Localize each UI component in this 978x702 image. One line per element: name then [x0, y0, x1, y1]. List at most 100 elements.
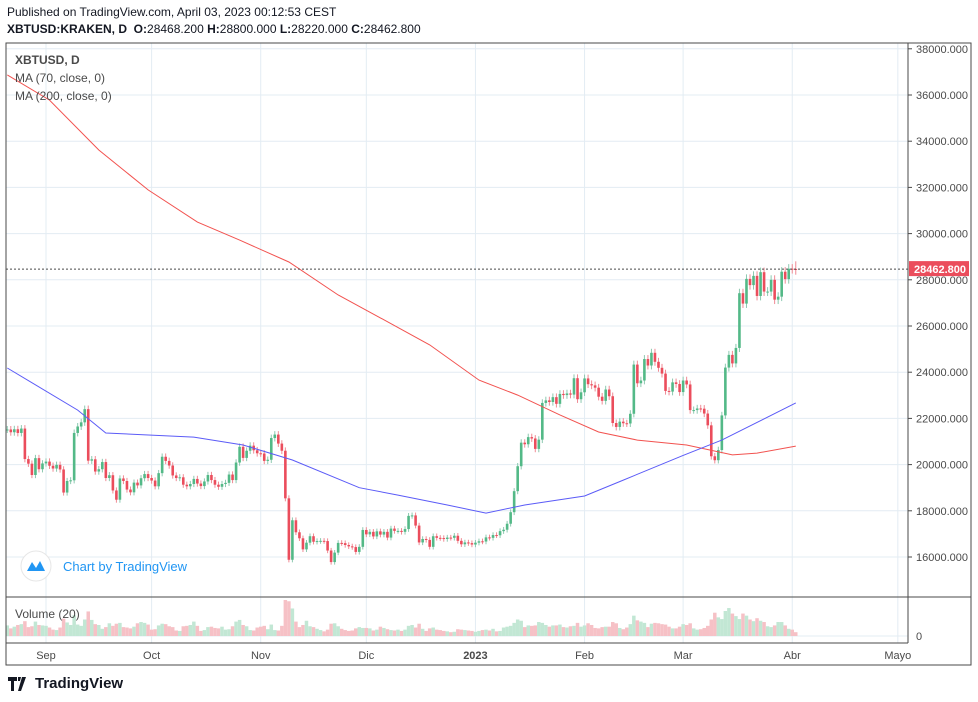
volume-bar [420, 628, 425, 636]
volume-bar [477, 630, 481, 636]
volume-bar [392, 630, 397, 636]
volume-bar [220, 626, 224, 636]
candle-body [333, 552, 336, 563]
volume-bar [632, 615, 636, 636]
volume-bar [466, 630, 471, 636]
tradingview-logo-icon [8, 676, 26, 691]
candle-body [23, 428, 27, 460]
candle-body [255, 450, 259, 454]
volume-bar [156, 625, 161, 636]
candle-body [44, 461, 48, 464]
candle-body [519, 442, 523, 467]
candle-body [579, 392, 583, 400]
volume-bar [512, 622, 516, 636]
volume-bar [660, 624, 664, 636]
volume-bar [241, 624, 245, 636]
volume-bar [720, 619, 724, 636]
candle-body [5, 429, 9, 431]
volume-bar [68, 624, 73, 636]
candle-body [104, 462, 108, 478]
volume-bar [375, 629, 379, 636]
close-label: C: [351, 22, 364, 36]
volume-bar [554, 625, 559, 636]
legend-volume[interactable]: Volume (20) [15, 607, 80, 621]
candle-body [702, 408, 706, 414]
candle-body [498, 531, 502, 536]
volume-bar [417, 623, 421, 636]
candle-body [389, 528, 393, 538]
volume-bar [519, 620, 523, 636]
volume-bar [579, 626, 583, 636]
candle-body [322, 540, 326, 542]
time-tick-label: Sep [36, 650, 56, 662]
candle-body [562, 393, 565, 396]
volume-bar [301, 624, 305, 636]
candle-body [72, 432, 76, 481]
candle-body [731, 354, 734, 364]
candle-body [340, 542, 343, 544]
volume-bar [128, 628, 133, 636]
candle-body [403, 529, 407, 532]
candle-body [143, 474, 146, 479]
candle-body [678, 383, 681, 393]
volume-bar [308, 626, 312, 636]
volume-bar [730, 613, 735, 636]
time-tick-label: Dic [358, 650, 374, 662]
chart-border [5, 42, 972, 666]
volume-bar [498, 630, 502, 636]
volume-bar [786, 628, 791, 636]
volume-bar [364, 627, 369, 636]
volume-bar [280, 625, 284, 636]
candle-body [375, 531, 379, 537]
candle-body [277, 434, 280, 444]
candle-body [597, 387, 600, 397]
candle-body [748, 278, 752, 286]
candle-body [210, 474, 213, 481]
candle-body [460, 540, 463, 545]
ohlc-header: XBTUSD:KRAKEN, D O:28468.200 H:28800.000… [7, 22, 421, 36]
footer-brand[interactable]: TradingView [8, 675, 123, 692]
volume-bar [188, 624, 193, 636]
candle-body [572, 378, 576, 395]
volume-bar [589, 624, 594, 636]
volume-bar [716, 617, 721, 636]
volume-bar [44, 625, 48, 636]
volume-bar [114, 623, 119, 636]
volume-bar [610, 622, 615, 636]
candle-body [453, 535, 456, 538]
legend-title: XBTUSD, D [15, 53, 80, 67]
volume-bar [586, 623, 590, 636]
price-tick-label: 22000.000 [916, 413, 968, 425]
volume-bar [431, 627, 435, 636]
candle-body [34, 458, 37, 475]
candle-body [329, 550, 333, 563]
legend-ma200[interactable]: MA (200, close, 0) [15, 89, 112, 103]
candle-body [407, 515, 410, 530]
candle-body [709, 425, 713, 457]
legend-ma70[interactable]: MA (70, close, 0) [15, 71, 105, 85]
candle-body [326, 541, 329, 551]
volume-bar [223, 629, 228, 636]
grid [6, 43, 908, 643]
volume-bar [438, 630, 442, 636]
candle-body [361, 529, 365, 547]
volume-bar [501, 627, 506, 636]
volume-bar [273, 630, 277, 636]
volume-bar [565, 627, 569, 636]
price-tick-label: 32000.000 [916, 182, 968, 194]
candle-body [509, 512, 512, 524]
candle-body [30, 463, 34, 475]
volume-bar [790, 629, 794, 636]
ma200-line [7, 74, 796, 456]
volume-bar [142, 622, 147, 636]
volume-bar [185, 625, 189, 636]
candle-body [695, 408, 699, 411]
volume-bar [399, 630, 404, 636]
volume-bar [329, 623, 333, 636]
candle-body [646, 359, 650, 366]
candle-body [586, 378, 590, 385]
candle-body [62, 469, 65, 493]
watermark[interactable]: Chart by TradingView [20, 550, 188, 582]
time-tick-label: Nov [251, 650, 271, 662]
